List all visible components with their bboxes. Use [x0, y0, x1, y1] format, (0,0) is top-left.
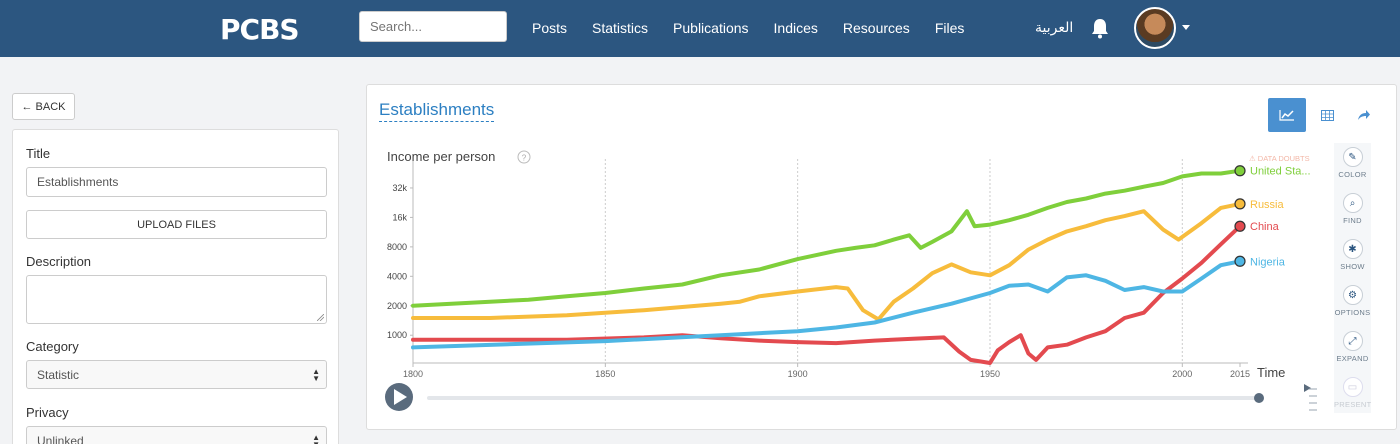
help-icon-glyph: ?: [522, 154, 527, 163]
nav-resources[interactable]: Resources: [842, 20, 910, 36]
title-input[interactable]: Establishments: [26, 167, 327, 197]
privacy-value: Unlinked: [37, 433, 84, 444]
chart-panel: Establishments 1800 1850 1900 1950 2000 2015 1…: [366, 84, 1397, 430]
side-tool-label: EXPAND: [1336, 354, 1369, 363]
series-line: [411, 224, 1242, 365]
timeline-handle: [1254, 393, 1264, 403]
y-tick-label: 8000: [387, 242, 407, 252]
description-label: Description: [26, 254, 92, 269]
y-tick-label: 1000: [387, 330, 407, 340]
y-tick-label: 2000: [387, 301, 407, 311]
side-tool-label: COLOR: [1338, 170, 1367, 179]
language-switch[interactable]: العربية: [1035, 20, 1074, 36]
category-label: Category: [26, 339, 79, 354]
side-tool-expand[interactable]: ⤢ EXPAND: [1334, 331, 1371, 363]
line-chart-icon[interactable]: [1268, 98, 1306, 132]
x-axis-title: Time: [1257, 365, 1285, 380]
title-value: Establishments: [37, 175, 119, 189]
x-tick-label: 1900: [788, 369, 808, 379]
nav-publications[interactable]: Publications: [673, 20, 749, 36]
series-label: United Sta...: [1250, 166, 1311, 178]
series-label: China: [1250, 221, 1280, 233]
nav-posts[interactable]: Posts: [532, 20, 568, 36]
asterisk-icon: ✱: [1342, 239, 1363, 259]
user-avatar[interactable]: [1134, 7, 1176, 49]
select-arrows-icon: ▲ ▼: [312, 432, 320, 444]
series-end-marker: [1234, 198, 1246, 210]
x-tick-label: 1800: [403, 369, 423, 379]
x-tick-label: 1850: [595, 369, 615, 379]
bell-icon[interactable]: [1090, 17, 1110, 39]
side-tool-show[interactable]: ✱ SHOW: [1334, 239, 1371, 271]
side-tool-label: OPTIONS: [1334, 308, 1371, 317]
nav-indices[interactable]: Indices: [773, 20, 818, 36]
side-tool-label: PRESENT: [1334, 400, 1372, 409]
brush-icon: ✎: [1342, 147, 1363, 167]
help-icon: [517, 150, 531, 164]
resize-handle-icon[interactable]: [317, 314, 324, 321]
table-icon[interactable]: [1308, 98, 1346, 132]
privacy-label: Privacy: [26, 405, 69, 420]
side-tool-color[interactable]: ✎ COLOR: [1334, 147, 1371, 179]
select-arrows-icon: ▲ ▼: [312, 366, 320, 383]
privacy-select[interactable]: Unlinked ▲ ▼: [26, 426, 327, 444]
post-form: Title Establishments UPLOAD FILES Descri…: [12, 129, 339, 444]
series-end-marker: [1234, 165, 1246, 177]
side-toolbar: ✎ COLOR ⌕ FIND ✱ SHOW ⚙ OPTIONS ⤢ EXPAND ▭ PRESENT: [1334, 143, 1371, 413]
search-icon: ⌕: [1342, 193, 1363, 213]
side-tool-find[interactable]: ⌕ FIND: [1334, 193, 1371, 225]
data-doubts-warning: ⚠ DATA DOUBTS: [1249, 154, 1310, 163]
side-tool-present[interactable]: ▭ PRESENT: [1334, 377, 1371, 409]
y-tick-label: 16k: [392, 212, 407, 222]
present-icon: ▭: [1342, 377, 1363, 397]
side-tool-label: SHOW: [1340, 262, 1365, 271]
top-navbar: PCBS Posts Statistics Publications Indic…: [0, 0, 1400, 57]
series-end-marker: [1234, 220, 1246, 232]
title-label: Title: [26, 146, 51, 161]
share-icon[interactable]: [1345, 98, 1383, 132]
speed-icon: [1304, 384, 1311, 392]
back-label: BACK: [35, 100, 66, 113]
category-select[interactable]: Statistic ▲ ▼: [26, 360, 327, 389]
category-value: Statistic: [37, 367, 80, 382]
side-tool-label: FIND: [1343, 216, 1362, 225]
x-tick-label: 2000: [1172, 369, 1192, 379]
expand-icon: ⤢: [1342, 331, 1363, 351]
series-label: Nigeria: [1250, 256, 1286, 268]
x-tick-label: 2015: [1230, 369, 1250, 379]
nav-files[interactable]: Files: [934, 20, 965, 36]
back-button[interactable]: ← BACK: [12, 93, 75, 120]
series-line: [411, 168, 1242, 308]
nav-statistics[interactable]: Statistics: [592, 20, 649, 36]
gear-icon: ⚙: [1342, 285, 1363, 305]
play-icon: [394, 389, 407, 405]
y-tick-label: 4000: [387, 271, 407, 281]
arrow-left-icon: ←: [21, 100, 33, 113]
side-tool-options[interactable]: ⚙ OPTIONS: [1334, 285, 1371, 317]
description-textarea[interactable]: [26, 275, 327, 324]
main-nav: Posts Statistics Publications Indices Re…: [532, 20, 989, 36]
series-end-marker: [1234, 255, 1246, 267]
series-line: [411, 259, 1242, 350]
series-label: Russia: [1250, 199, 1285, 211]
y-tick-label: 32k: [392, 183, 407, 193]
upload-files-button[interactable]: UPLOAD FILES: [26, 210, 327, 239]
search-input[interactable]: [359, 11, 507, 42]
chart-title[interactable]: Establishments: [379, 100, 495, 122]
series-line: [411, 201, 1242, 322]
y-axis-title: Income per person: [387, 149, 495, 164]
x-tick-label: 1950: [980, 369, 1000, 379]
line-chart: 1800 1850 1900 1950 2000 2015 1000 2000 4000 8000…: [385, 149, 1317, 411]
chevron-down-icon[interactable]: [1182, 25, 1190, 30]
pcbs-logo[interactable]: PCBS: [220, 13, 300, 46]
